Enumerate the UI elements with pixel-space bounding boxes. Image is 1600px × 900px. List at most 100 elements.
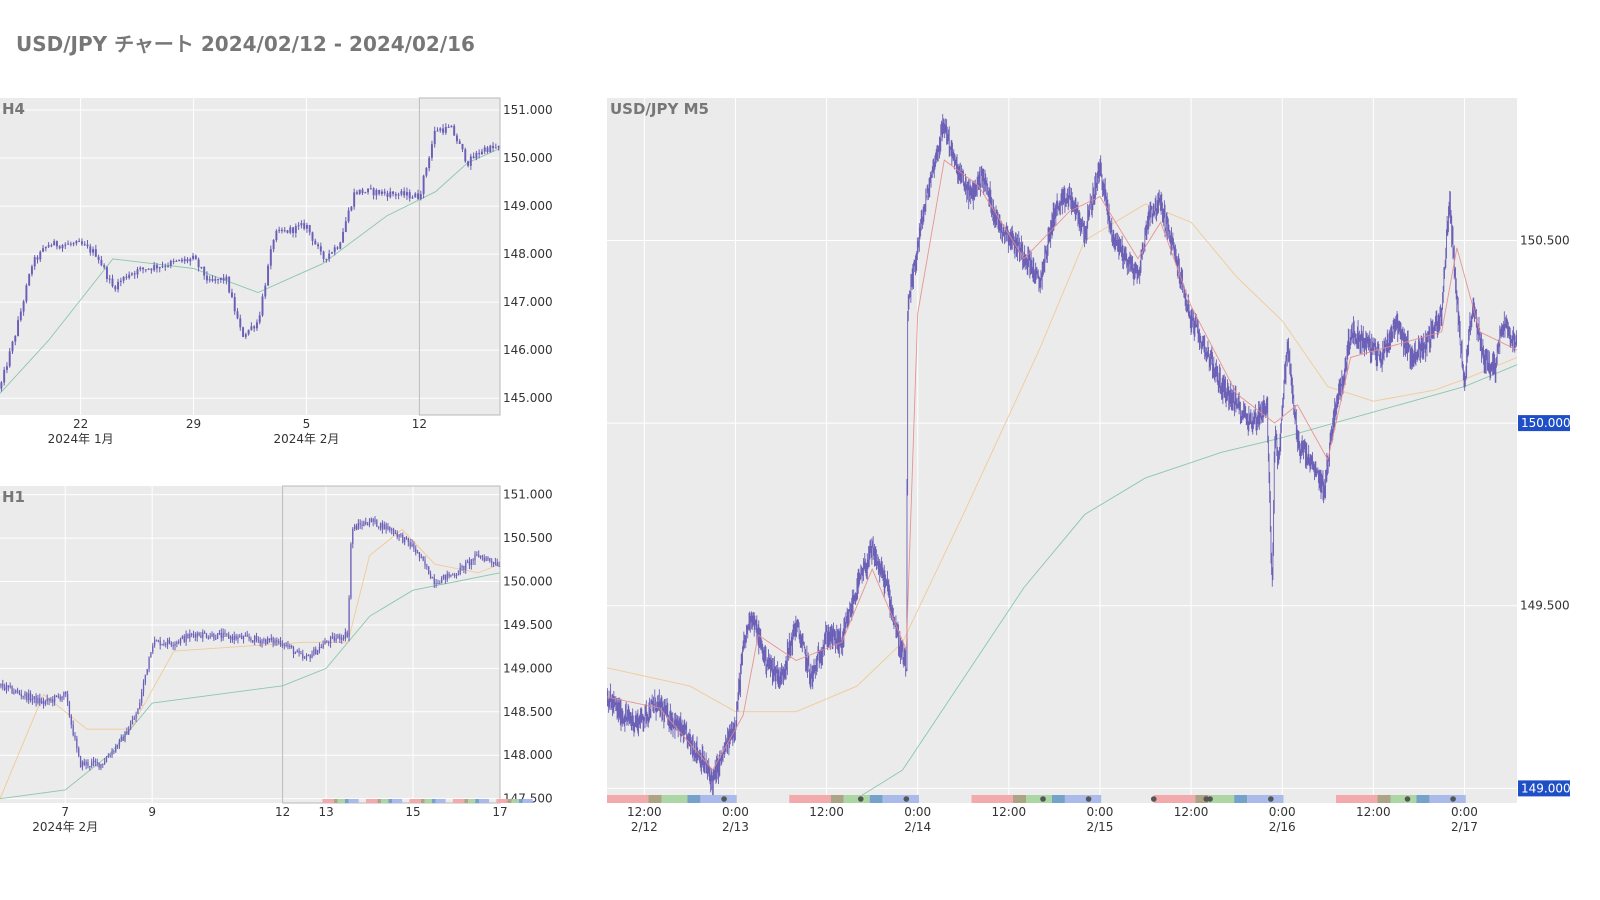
candle-body xyxy=(197,259,200,268)
candle-body xyxy=(374,519,376,522)
event-marker xyxy=(1450,796,1456,802)
candle-body xyxy=(455,135,458,142)
candle-body xyxy=(216,633,219,639)
session-segment xyxy=(518,799,523,803)
candle-body xyxy=(350,206,353,211)
candle-body xyxy=(428,157,431,169)
candle-body xyxy=(128,274,131,278)
candle-body xyxy=(187,634,189,639)
candle-body xyxy=(214,279,217,281)
candle-body xyxy=(392,191,395,195)
session-segment xyxy=(334,799,338,803)
candle-body xyxy=(444,574,447,580)
session-segment xyxy=(869,795,883,803)
session-segment xyxy=(971,795,1014,803)
candle-body xyxy=(120,736,122,740)
candle-body xyxy=(142,267,145,270)
session-segment xyxy=(607,795,649,803)
x-tick-sublabel: 2/13 xyxy=(722,820,749,834)
chart-h1[interactable]: H1 151.000 150.500 150.000 149.500 149.000 148… xyxy=(0,485,553,834)
candle-body xyxy=(289,645,291,647)
candle-body xyxy=(450,574,452,577)
chart-h4[interactable]: H4 151.000 150.000 149.000 148.000 147.000 146… xyxy=(0,97,553,446)
candle-body xyxy=(497,146,500,148)
candle-body xyxy=(191,633,193,635)
candle-body xyxy=(9,686,11,688)
candle-body xyxy=(272,240,275,250)
session-bars-m5 xyxy=(607,795,1466,803)
candle-body xyxy=(363,522,365,526)
x-tick-sublabel: 2024年 2月 xyxy=(32,820,98,834)
candle-body xyxy=(124,731,126,741)
candle-body xyxy=(300,223,303,226)
candle-body xyxy=(350,543,352,599)
candle-body xyxy=(365,522,367,525)
candle-body xyxy=(308,225,311,233)
candle-body xyxy=(146,668,148,675)
candle-body xyxy=(380,191,383,194)
session-segment xyxy=(1377,795,1391,803)
session-segment xyxy=(1064,795,1102,803)
candle-body xyxy=(3,687,6,690)
candle-body xyxy=(237,636,239,640)
candle-body xyxy=(205,633,208,638)
candle-body xyxy=(180,259,183,262)
candle-body xyxy=(81,761,84,768)
candle-body xyxy=(378,190,381,194)
candle-body xyxy=(86,244,89,247)
candle-body xyxy=(83,244,86,246)
candle-body xyxy=(307,655,309,657)
candle-body xyxy=(428,566,430,575)
candle-body xyxy=(470,559,472,566)
candle-body xyxy=(44,701,47,705)
session-segment xyxy=(337,799,345,803)
candle-body xyxy=(87,762,89,767)
candle-body xyxy=(400,534,402,536)
candle-body xyxy=(261,296,264,316)
candle-body xyxy=(250,638,252,641)
candle-body xyxy=(400,191,403,195)
candle-body xyxy=(396,532,398,537)
candle-body xyxy=(285,644,287,646)
candle-body xyxy=(294,226,297,234)
candle-body xyxy=(467,161,470,166)
candle-body xyxy=(303,657,306,659)
candles-h4 xyxy=(0,123,500,392)
candle-body xyxy=(375,190,378,196)
chart-m5[interactable]: USD/JPY M5 150.500 149.500 150.000 149.000 12… xyxy=(607,98,1571,834)
candle-body xyxy=(455,575,458,577)
candle-body xyxy=(100,259,103,266)
page-title: USD/JPY チャート 2024/02/12 - 2024/02/16 xyxy=(16,32,475,56)
candle-body xyxy=(442,128,445,133)
candle-body xyxy=(496,562,498,566)
candle-body xyxy=(219,277,222,280)
candle-body xyxy=(379,523,382,528)
candle-body xyxy=(305,225,308,229)
candle-body xyxy=(16,690,19,692)
candle-body xyxy=(52,699,54,703)
candle-body xyxy=(311,232,314,241)
session-segment xyxy=(1429,795,1466,803)
candle-body xyxy=(408,192,411,199)
candle-body xyxy=(72,724,74,736)
candle-body xyxy=(47,245,50,247)
candle-body xyxy=(122,276,125,281)
candle-body xyxy=(225,276,228,281)
y-tick-label: 151.000 xyxy=(503,488,553,502)
candle-body xyxy=(305,655,308,658)
candle-body xyxy=(431,577,434,579)
candle-body xyxy=(25,285,28,302)
candle-body xyxy=(144,269,147,271)
candle-body xyxy=(486,147,489,153)
candle-body xyxy=(433,130,436,145)
candle-body xyxy=(491,560,493,563)
candle-body xyxy=(430,144,433,158)
candle-body xyxy=(91,762,93,767)
candle-body xyxy=(407,537,409,543)
y-tick-label: 149.500 xyxy=(503,618,553,632)
candle-body xyxy=(224,632,226,634)
candle-body xyxy=(459,567,461,575)
session-segment xyxy=(377,799,382,803)
candle-body xyxy=(41,700,43,704)
